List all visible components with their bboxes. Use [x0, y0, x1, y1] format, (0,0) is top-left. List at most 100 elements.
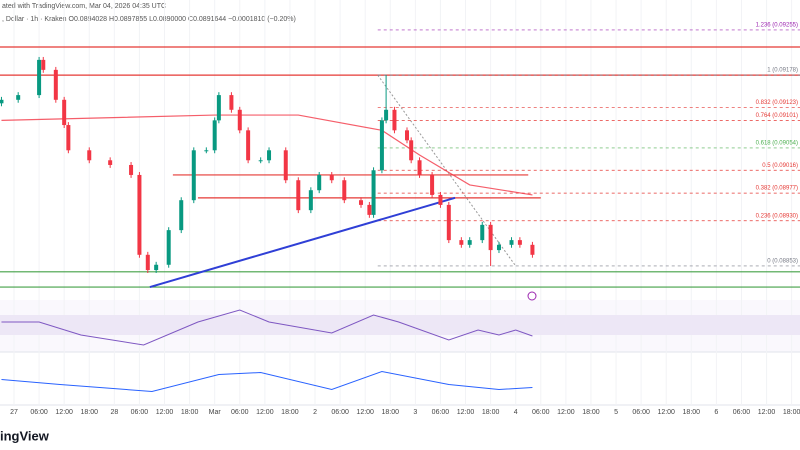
x-tick-label: 28: [110, 409, 118, 416]
candle-body: [417, 160, 422, 175]
candle-body: [409, 140, 414, 161]
x-tick-label: 6: [714, 409, 718, 416]
candle-body: [438, 194, 443, 205]
candle-body: [317, 174, 322, 191]
x-tick-label: 06:00: [131, 409, 149, 416]
candle-body: [367, 204, 372, 215]
candle-body: [267, 150, 272, 161]
candle-body: [87, 150, 92, 161]
candle-body: [166, 230, 171, 265]
x-tick-label: 18:00: [181, 409, 199, 416]
x-tick-label: 06:00: [532, 409, 550, 416]
candle-body: [517, 240, 522, 245]
candle-body: [392, 109, 397, 131]
candle-body: [229, 95, 234, 110]
x-tick-label: 5: [614, 409, 618, 416]
x-tick-label: 06:00: [30, 409, 48, 416]
candle-body: [384, 109, 389, 121]
x-tick-label: 3: [413, 409, 417, 416]
logo: ingView: [0, 428, 50, 443]
x-tick-label: 27: [10, 409, 18, 416]
candle-body: [154, 264, 159, 271]
fib-label: 0.764 (0.09101): [756, 113, 798, 119]
candle-body: [283, 150, 288, 181]
fib-label: 0.382 (0.08977): [756, 186, 798, 192]
candle-body: [430, 174, 435, 195]
candle-body: [258, 160, 263, 162]
candle-body: [237, 109, 242, 131]
candle-body: [191, 150, 196, 201]
candle-body: [496, 244, 501, 251]
candle-body: [480, 224, 485, 241]
candle-body: [329, 174, 334, 181]
x-tick-label: 12:00: [557, 409, 575, 416]
candle-body: [41, 59, 46, 70]
x-tick-label: 06:00: [632, 409, 650, 416]
candle-body: [530, 244, 535, 255]
candle-body: [379, 120, 384, 171]
rsi-line: [1, 309, 533, 346]
symbol-info: , Dollar · 1h · Kraken O0.0894028 H0.089…: [2, 16, 296, 23]
candle-body: [204, 150, 209, 152]
x-tick-label: 06:00: [432, 409, 450, 416]
candle-body: [216, 95, 221, 121]
candle-body: [342, 180, 347, 201]
candle-body: [212, 120, 217, 151]
candle-body: [129, 164, 134, 175]
candle-body: [108, 160, 113, 165]
fib-label: 1 (0.09178): [767, 68, 798, 74]
candle-body: [405, 130, 410, 141]
x-tick-label: 12:00: [256, 409, 274, 416]
candle-body: [16, 95, 21, 100]
x-tick-label: 12:00: [758, 409, 776, 416]
candle-body: [137, 174, 142, 255]
candle-body: [509, 240, 514, 245]
x-tick-label: 18:00: [683, 409, 701, 416]
x-tick-label: 06:00: [733, 409, 751, 416]
fib-label: 0.618 (0.09054): [756, 141, 798, 147]
candle-body: [359, 200, 364, 205]
candle-body: [371, 170, 376, 215]
candle-body: [246, 130, 251, 161]
candle-body: [296, 180, 301, 211]
fib-label: 0.832 (0.09123): [756, 100, 798, 106]
rsi-band: [0, 315, 800, 335]
candle-body: [37, 59, 42, 96]
event-icon: [527, 291, 537, 301]
x-tick-label: 18:00: [783, 409, 800, 416]
x-tick-label: 18:00: [281, 409, 299, 416]
candle-body: [62, 99, 67, 126]
x-tick-label: 18:00: [582, 409, 600, 416]
candle-body: [308, 190, 313, 211]
fib-label: 0.236 (0.08930): [756, 213, 798, 219]
x-tick-label: 12:00: [55, 409, 73, 416]
x-tick-label: 4: [514, 409, 518, 416]
x-tick-label: 06:00: [331, 409, 349, 416]
x-tick-label: 06:00: [231, 409, 249, 416]
x-tick-label: 12:00: [356, 409, 374, 416]
fib-label: 1.236 (0.09255): [756, 23, 798, 29]
x-tick-label: Mar: [209, 409, 222, 416]
x-tick-label: 12:00: [156, 409, 174, 416]
candle-body: [467, 240, 472, 245]
candle-body: [53, 69, 58, 100]
candle-body: [446, 204, 451, 241]
candle-body: [0, 99, 4, 104]
x-tick-label: 12:00: [657, 409, 675, 416]
x-tick-label: 18:00: [382, 409, 400, 416]
x-tick-label: 12:00: [457, 409, 475, 416]
candle-body: [179, 200, 184, 231]
macd-line: [1, 370, 533, 393]
candle-body: [145, 254, 150, 271]
candle-body: [488, 224, 493, 251]
candle-body: [459, 240, 464, 245]
trendline: [149, 196, 456, 289]
candle-body: [66, 125, 71, 151]
fib-label: 0 (0.08853): [767, 259, 798, 265]
fib-label: 0.5 (0.09016): [762, 163, 798, 169]
x-tick-label: 18:00: [482, 409, 500, 416]
x-tick-label: 2: [313, 409, 317, 416]
published-note: ated with TradingView.com, Mar 04, 2026 …: [2, 3, 166, 10]
